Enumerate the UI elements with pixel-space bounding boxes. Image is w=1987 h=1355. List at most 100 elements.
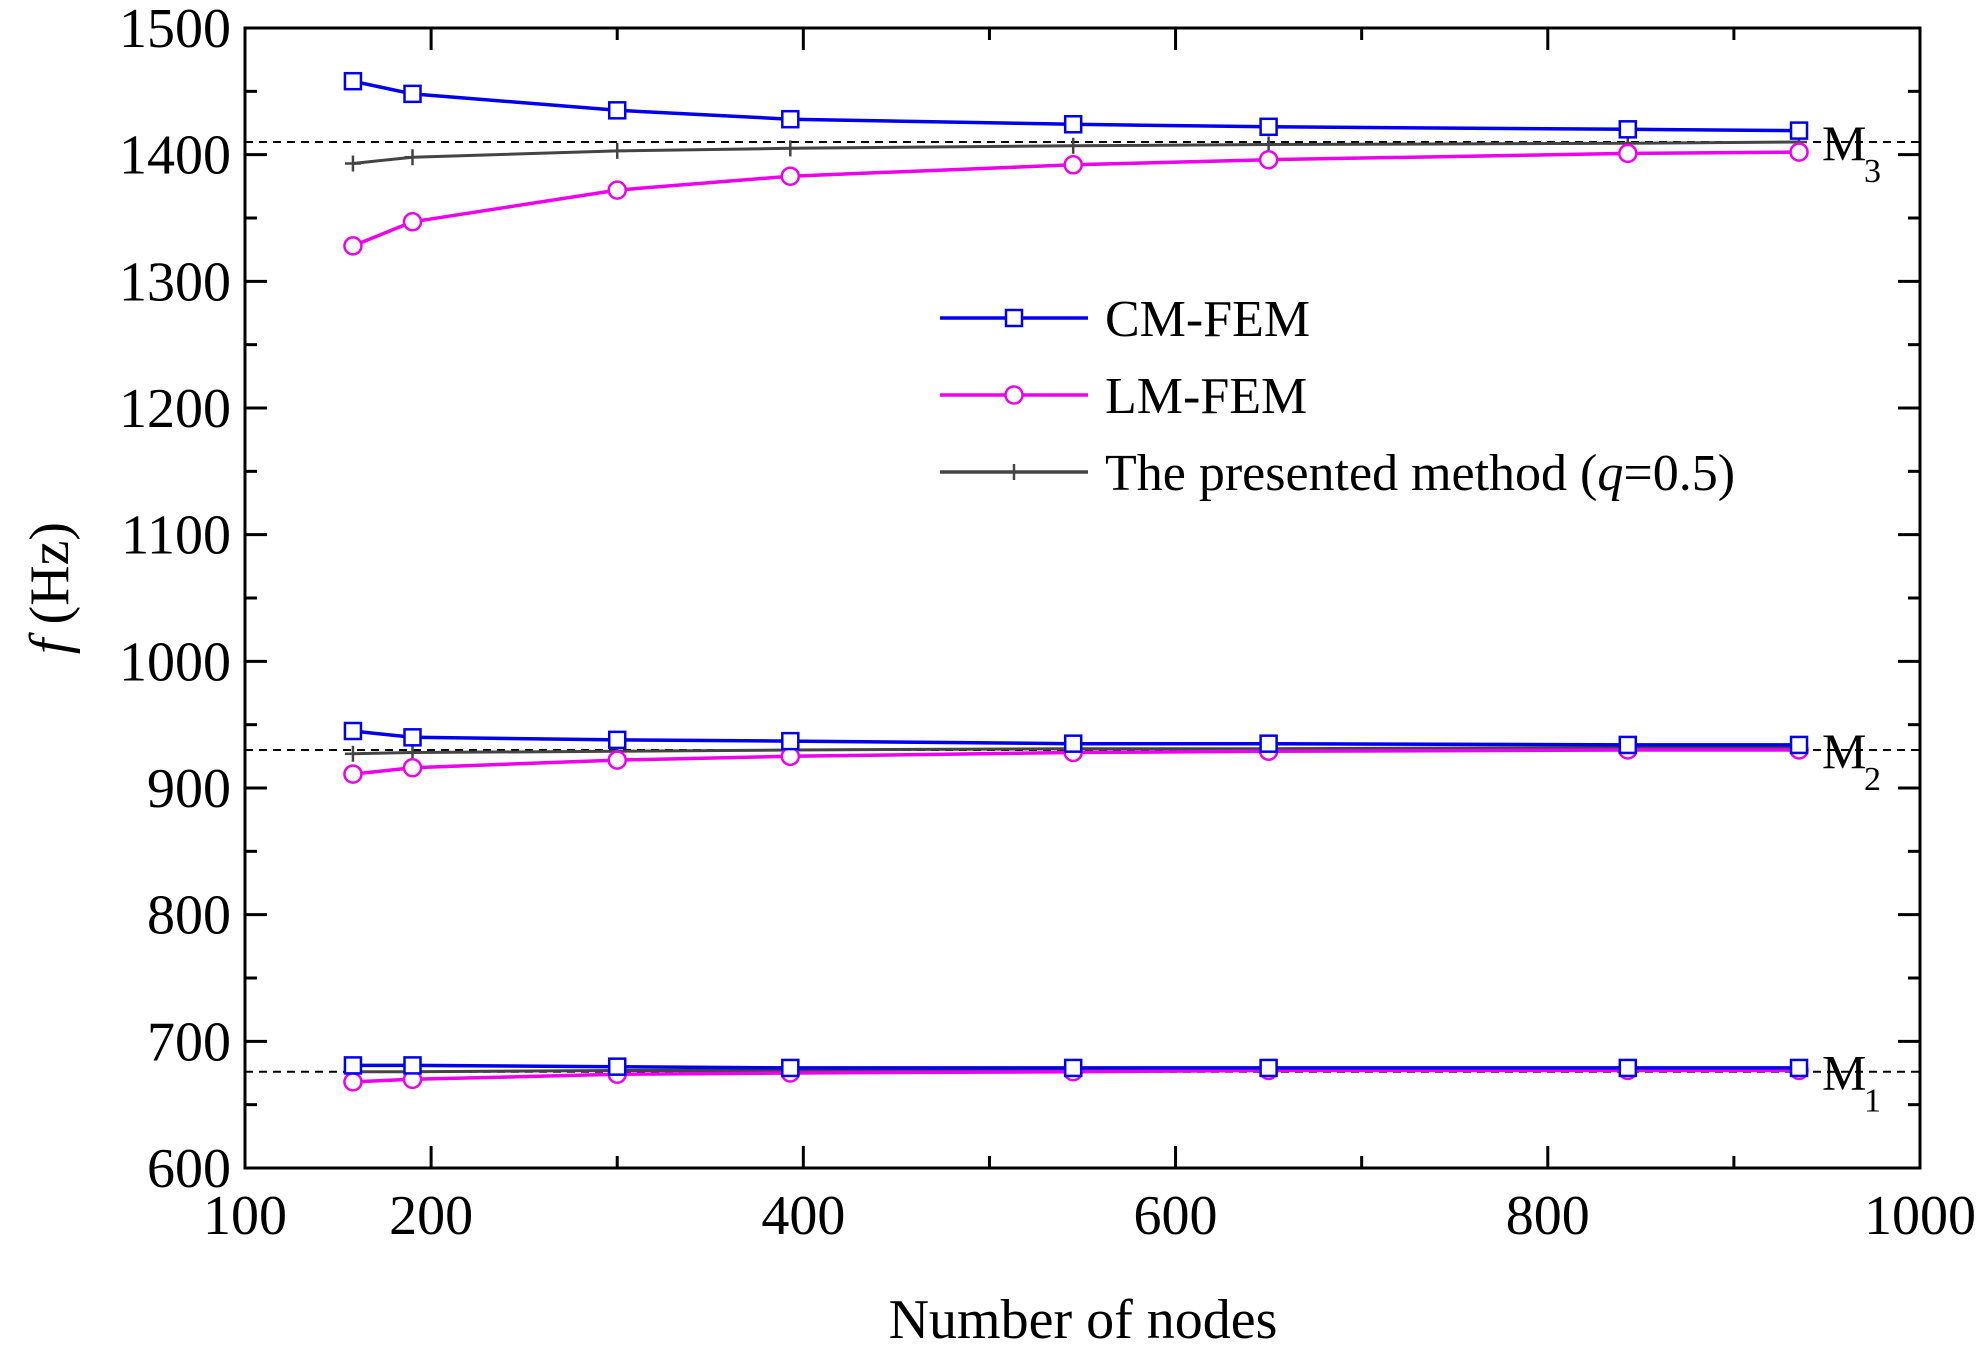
y-axis-title: f (Hz) bbox=[19, 522, 81, 654]
data-point bbox=[1063, 1058, 1083, 1078]
plot-background bbox=[245, 28, 1920, 1168]
legend-marker bbox=[1006, 464, 1022, 480]
data-point bbox=[780, 166, 801, 186]
data-point bbox=[1789, 735, 1809, 755]
data-point bbox=[1789, 121, 1809, 140]
data-point bbox=[1065, 137, 1082, 154]
x-tick-label: 600 bbox=[1134, 1185, 1218, 1247]
legend-label-suffix: =0.5) bbox=[1623, 445, 1735, 502]
mode-label-m3: M bbox=[1822, 115, 1866, 171]
series-line bbox=[352, 748, 1799, 776]
data-point bbox=[404, 149, 421, 166]
legend-label-italic: q bbox=[1597, 445, 1623, 502]
data-point bbox=[343, 721, 363, 741]
series-cm-m1 bbox=[343, 1056, 1809, 1078]
legend-marker bbox=[1004, 308, 1024, 328]
data-point bbox=[607, 750, 627, 770]
series-line bbox=[352, 79, 1800, 133]
mode-label-sub-m2: 2 bbox=[1864, 761, 1881, 798]
data-point bbox=[404, 744, 421, 761]
y-tick-label: 1300 bbox=[119, 251, 231, 313]
data-point bbox=[402, 757, 423, 778]
mode-label-m1: M bbox=[1822, 1045, 1866, 1101]
series-line bbox=[352, 1063, 1799, 1070]
mode-label-sub-m1: 1 bbox=[1864, 1083, 1881, 1120]
data-point bbox=[1063, 155, 1083, 175]
data-point bbox=[344, 155, 361, 172]
data-point bbox=[1259, 734, 1278, 753]
x-tick-label: 1000 bbox=[1864, 1185, 1976, 1247]
data-point bbox=[607, 180, 627, 200]
data-point bbox=[607, 1057, 627, 1076]
mode-label-sub-m3: 3 bbox=[1864, 153, 1881, 190]
data-point bbox=[1618, 1058, 1638, 1078]
data-point bbox=[607, 730, 627, 750]
y-tick-label: 600 bbox=[147, 1138, 231, 1200]
series-lm-m3 bbox=[343, 142, 1809, 256]
data-point bbox=[1063, 734, 1083, 753]
data-point bbox=[343, 1056, 363, 1075]
x-tick-label: 800 bbox=[1506, 1185, 1590, 1247]
data-point bbox=[1618, 143, 1638, 164]
legend-marker bbox=[1004, 385, 1024, 405]
legend-item-cm: CM-FEM bbox=[940, 291, 1310, 348]
legend: CM-FEM LM-FEM The presented method (q=0.5) bbox=[940, 291, 1735, 502]
series-line bbox=[352, 729, 1799, 747]
y-tick-label: 1200 bbox=[119, 378, 231, 440]
series-cm-m2 bbox=[343, 721, 1809, 755]
series-line bbox=[352, 140, 1800, 165]
data-point bbox=[781, 109, 800, 129]
series-line bbox=[352, 1068, 1799, 1084]
series-line bbox=[352, 150, 1800, 248]
data-point bbox=[403, 728, 422, 747]
y-tick-label: 900 bbox=[147, 758, 231, 820]
y-tick-label: 1100 bbox=[121, 505, 231, 567]
legend-item-lm: LM-FEM bbox=[940, 368, 1307, 425]
data-point bbox=[781, 731, 800, 751]
x-tick-label: 200 bbox=[389, 1185, 473, 1247]
mode-label-m2: M bbox=[1822, 723, 1866, 779]
y-tick-label: 800 bbox=[147, 885, 231, 947]
legend-label: The presented method (q=0.5) bbox=[1105, 445, 1735, 502]
data-point bbox=[1259, 1058, 1278, 1078]
plot-area bbox=[245, 28, 1920, 1168]
x-tick-label: 400 bbox=[761, 1185, 845, 1247]
data-point bbox=[343, 236, 363, 256]
data-point bbox=[402, 212, 423, 232]
y-axis-title-unit: (Hz) bbox=[19, 522, 81, 639]
series-layer bbox=[343, 71, 1809, 1092]
data-point bbox=[343, 1072, 363, 1092]
x-axis-title: Number of nodes bbox=[889, 1289, 1278, 1351]
data-point bbox=[782, 140, 799, 157]
y-tick-label: 1500 bbox=[119, 0, 231, 60]
data-point bbox=[781, 1058, 800, 1078]
legend-label-prefix: The presented method ( bbox=[1105, 445, 1597, 502]
data-point bbox=[343, 71, 363, 91]
data-point bbox=[609, 142, 626, 159]
legend-label: CM-FEM bbox=[1105, 291, 1310, 348]
series-cm-m3 bbox=[343, 71, 1809, 140]
data-point bbox=[1789, 142, 1809, 162]
data-point bbox=[1789, 1058, 1809, 1078]
data-point bbox=[403, 84, 422, 104]
axes: 100 200 400 600 800 1000 600 700 800 900 1000 1100 1… bbox=[119, 0, 1976, 1247]
data-point bbox=[403, 1056, 422, 1075]
data-point bbox=[343, 764, 363, 784]
data-point bbox=[1063, 115, 1083, 134]
data-point bbox=[1618, 120, 1638, 139]
data-point bbox=[344, 745, 361, 762]
y-tick-label: 700 bbox=[147, 1011, 231, 1073]
y-tick-label: 1000 bbox=[119, 631, 231, 693]
data-point bbox=[1258, 149, 1279, 170]
series-line bbox=[352, 746, 1799, 756]
legend-label: LM-FEM bbox=[1105, 368, 1307, 425]
data-point bbox=[1618, 735, 1638, 755]
series-pm-m3 bbox=[344, 134, 1808, 172]
legend-item-pm: The presented method (q=0.5) bbox=[940, 445, 1735, 502]
data-point bbox=[1260, 136, 1277, 153]
x-tick-label: 100 bbox=[203, 1185, 287, 1247]
y-tick-label: 1400 bbox=[119, 125, 231, 187]
data-point bbox=[607, 101, 627, 120]
